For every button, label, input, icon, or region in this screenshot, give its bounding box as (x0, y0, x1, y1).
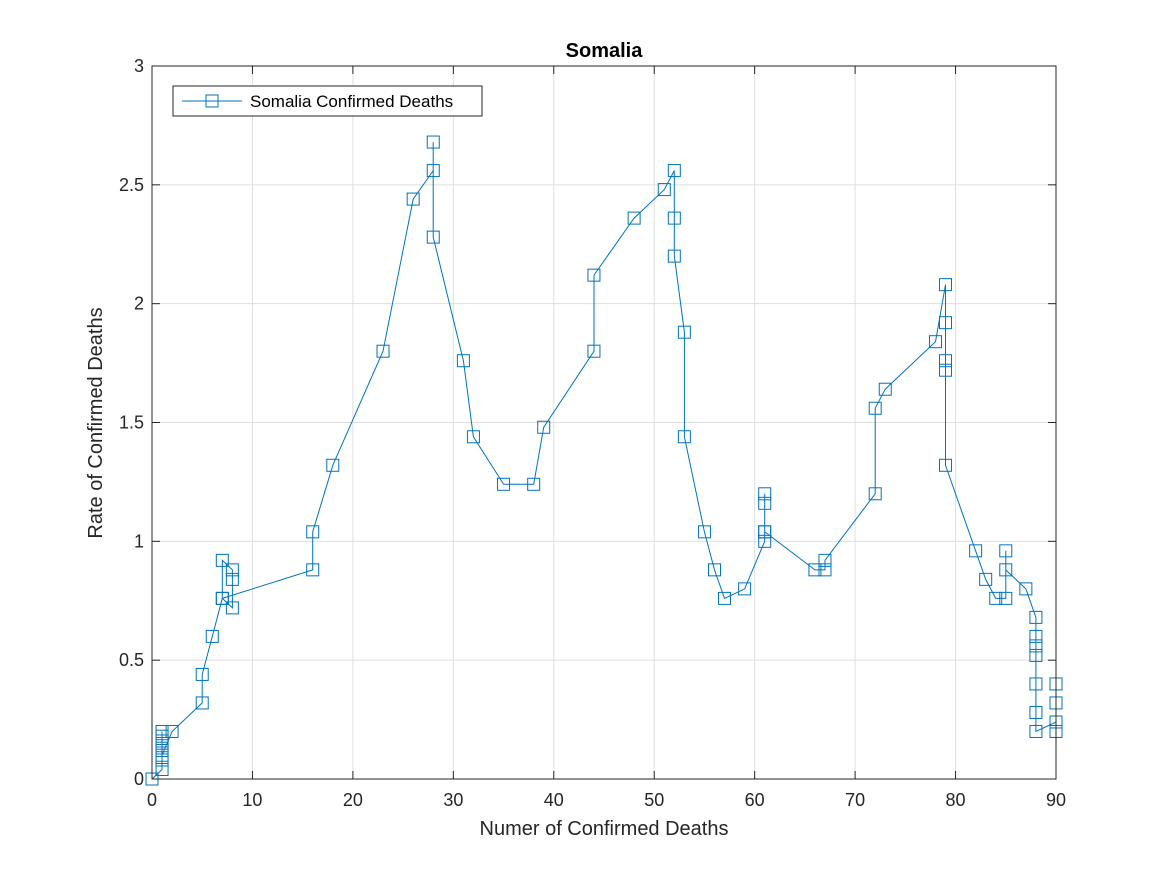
data-point-marker (667, 164, 681, 178)
data-point-marker (195, 667, 209, 681)
data-point-marker (868, 487, 882, 501)
data-point-marker (376, 344, 390, 358)
y-tick-label: 1.5 (119, 413, 144, 433)
data-point-marker (155, 739, 169, 753)
data-point-marker (657, 183, 671, 197)
data-point-marker (999, 591, 1013, 605)
data-point-marker (758, 496, 772, 510)
axis-ticks: 0 10 20 30 40 50 60 70 80 90 0 0.5 1 1.5 2 2.5 3 (119, 56, 1066, 810)
data-point-marker (225, 572, 239, 586)
data-point-marker (1029, 677, 1043, 691)
chart-title: Somalia (566, 40, 644, 62)
x-tick-label: 90 (1046, 790, 1066, 810)
data-point-marker (426, 135, 440, 149)
data-point-marker (878, 382, 892, 396)
x-tick-label: 60 (745, 790, 765, 810)
data-point-marker (979, 572, 993, 586)
data-point-marker (707, 563, 721, 577)
data-point-marker (758, 525, 772, 539)
data-point-marker (818, 553, 832, 567)
data-point-marker (215, 553, 229, 567)
data-point-marker (738, 582, 752, 596)
data-point-marker (537, 420, 551, 434)
data-point-marker (939, 278, 953, 292)
y-tick-label: 1 (134, 531, 144, 551)
data-point-marker (818, 563, 832, 577)
x-tick-label: 0 (147, 790, 157, 810)
y-tick-label: 2 (134, 294, 144, 314)
data-point-marker (205, 629, 219, 643)
y-tick-label: 2.5 (119, 175, 144, 195)
data-point-marker (667, 211, 681, 225)
data-point-marker (1029, 610, 1043, 624)
data-point-marker (225, 601, 239, 615)
data-point-marker (627, 211, 641, 225)
data-point-marker (426, 164, 440, 178)
data-point-marker (939, 354, 953, 368)
data-point-marker (969, 544, 983, 558)
data-point-marker (406, 192, 420, 206)
x-tick-label: 70 (845, 790, 865, 810)
data-point-marker (155, 729, 169, 743)
data-point-marker (215, 591, 229, 605)
series-somalia (145, 135, 1063, 786)
data-point-marker (758, 534, 772, 548)
data-point-marker (426, 230, 440, 244)
data-point-marker (939, 316, 953, 330)
data-point-marker (939, 363, 953, 377)
data-point-marker (326, 458, 340, 472)
data-point-marker (868, 401, 882, 415)
data-point-marker (667, 249, 681, 263)
data-point-marker (677, 325, 691, 339)
data-point-marker (939, 458, 953, 472)
data-point-marker (155, 748, 169, 762)
y-tick-label: 0.5 (119, 650, 144, 670)
data-point-marker (808, 563, 822, 577)
data-point-marker (165, 724, 179, 738)
x-tick-label: 80 (946, 790, 966, 810)
data-point-marker (456, 354, 470, 368)
data-point-marker (1019, 582, 1033, 596)
data-point-marker (677, 430, 691, 444)
data-point-marker (466, 430, 480, 444)
data-point-marker (989, 591, 1003, 605)
data-point-marker (587, 268, 601, 282)
x-tick-label: 30 (443, 790, 463, 810)
legend: Somalia Confirmed Deaths (172, 85, 483, 117)
data-point-marker (587, 344, 601, 358)
data-point-marker (1029, 705, 1043, 719)
data-point-marker (718, 591, 732, 605)
data-point-marker (1029, 639, 1043, 653)
x-axis-label: Numer of Confirmed Deaths (480, 818, 729, 840)
data-point-marker (758, 487, 772, 501)
x-tick-label: 20 (343, 790, 363, 810)
data-point-marker (306, 563, 320, 577)
data-point-marker (527, 477, 541, 491)
x-tick-label: 40 (544, 790, 564, 810)
legend-label: Somalia Confirmed Deaths (250, 92, 453, 111)
data-point-marker (497, 477, 511, 491)
data-point-marker (225, 563, 239, 577)
y-tick-label: 0 (134, 769, 144, 789)
data-point-marker (155, 762, 169, 776)
data-point-marker (999, 544, 1013, 558)
y-axis-label: Rate of Confirmed Deaths (85, 307, 107, 538)
data-point-marker (1029, 629, 1043, 643)
y-tick-label: 3 (134, 56, 144, 76)
data-point-marker (999, 563, 1013, 577)
data-point-marker (1029, 724, 1043, 738)
data-point-marker (306, 525, 320, 539)
x-tick-label: 50 (644, 790, 664, 810)
data-point-marker (195, 696, 209, 710)
data-point-marker (697, 525, 711, 539)
data-point-marker (928, 335, 942, 349)
x-tick-label: 10 (242, 790, 262, 810)
legend-marker (205, 94, 219, 108)
data-point-marker (1029, 648, 1043, 662)
